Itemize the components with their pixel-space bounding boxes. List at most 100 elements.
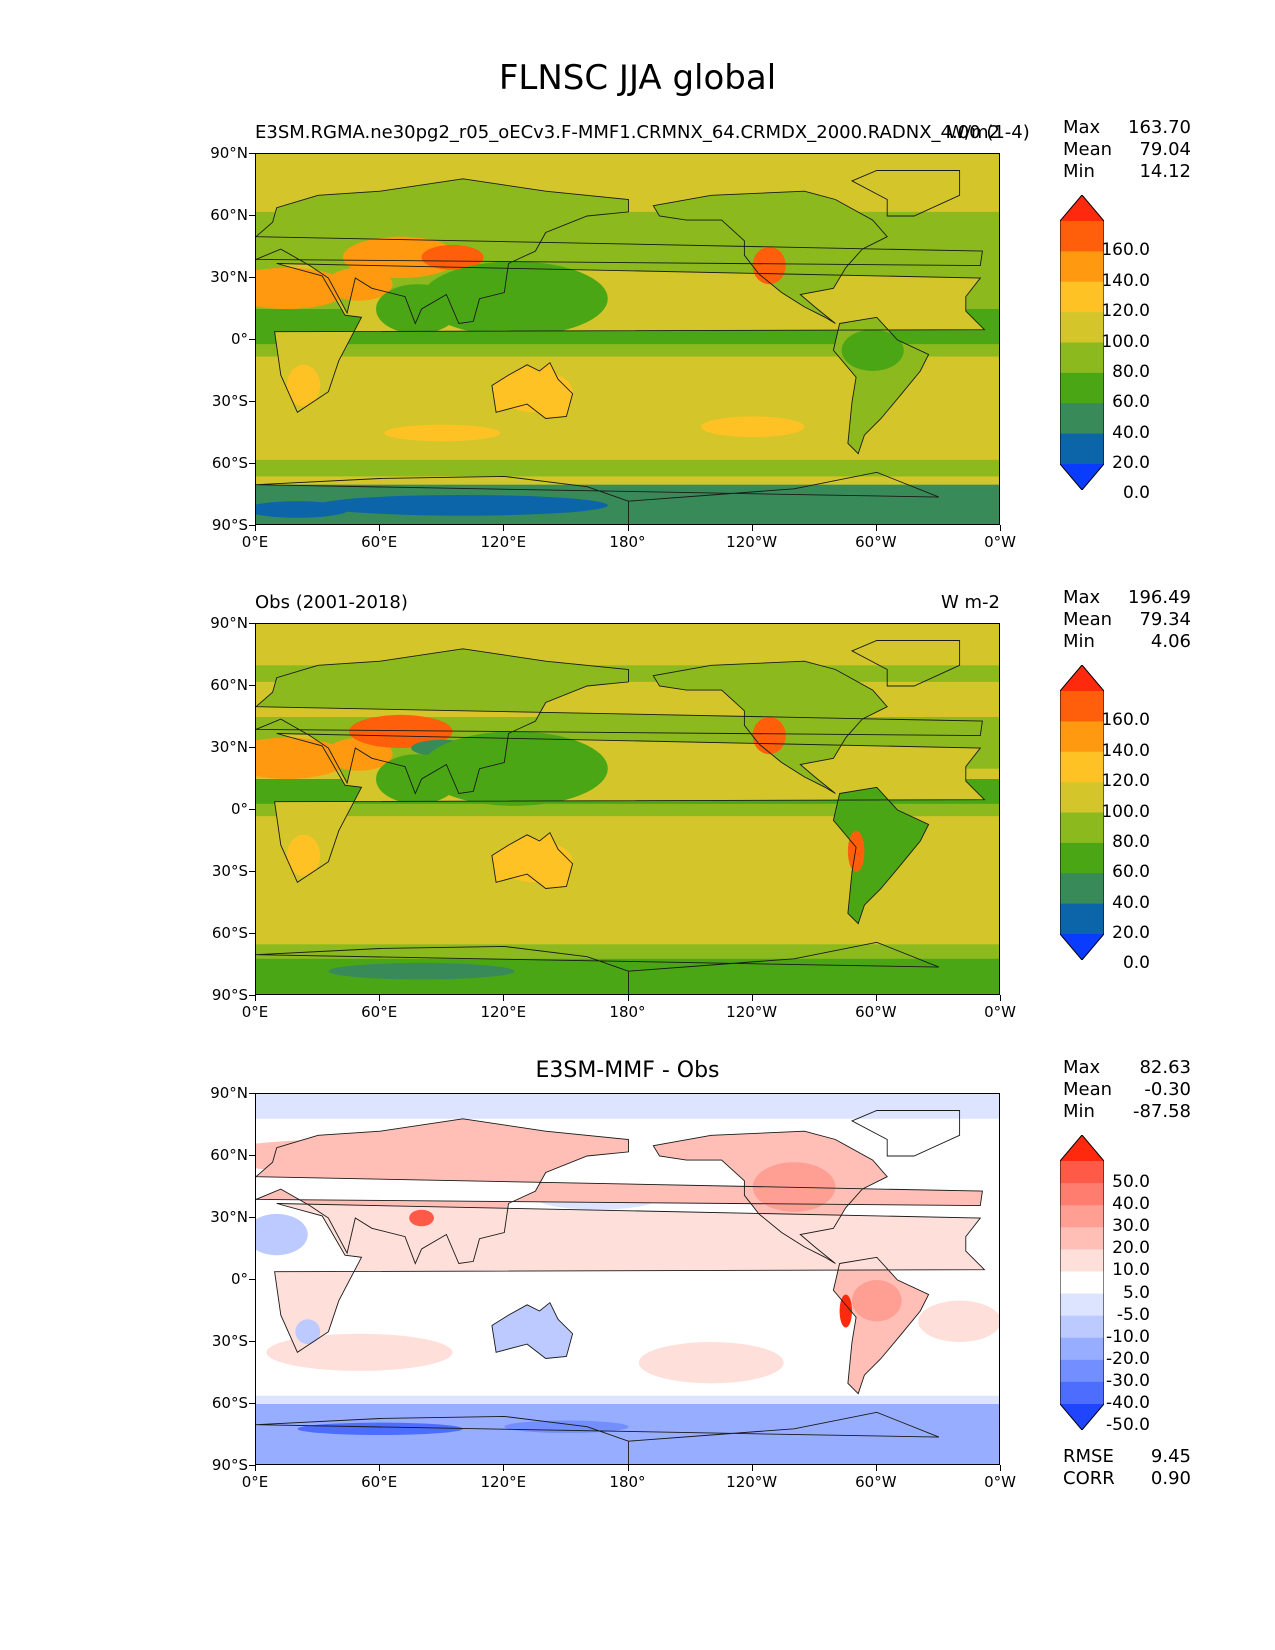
lon-tick-label: 120°W xyxy=(726,1003,778,1021)
lat-tick-mark xyxy=(249,871,255,872)
field-so-warm xyxy=(700,416,805,438)
colorbar-tick-label: 40.0 xyxy=(1112,1194,1150,1215)
colorbar-svg xyxy=(1059,194,1105,491)
stat-row: Min -87.58 xyxy=(1063,1101,1191,1123)
stat-value: 4.06 xyxy=(1150,631,1191,652)
colorbar-tick-label: 160.0 xyxy=(1101,710,1150,731)
colorbar-tick-label: 60.0 xyxy=(1112,392,1150,413)
colorbar-tick-label: 40.0 xyxy=(1112,892,1150,913)
lon-tick-label: 0°E xyxy=(241,533,269,551)
colorbar-segment xyxy=(1060,1227,1104,1250)
field-wp xyxy=(421,261,608,336)
colorbar-segment xyxy=(1060,1337,1104,1361)
lat-tick-label: 0° xyxy=(230,330,248,348)
colorbar-tick-label: -30.0 xyxy=(1106,1370,1150,1391)
lon-tick-mark xyxy=(1000,525,1001,531)
lon-tick-label: 120°W xyxy=(726,533,778,551)
stat-label: Max xyxy=(1063,117,1101,138)
colorbar-extend-top xyxy=(1060,1135,1104,1161)
lat-tick-label: 90°S xyxy=(211,516,248,534)
lon-tick-mark xyxy=(627,1465,629,1471)
colorbar-tick-label: -20.0 xyxy=(1106,1348,1150,1369)
lat-tick-label: 30°N xyxy=(210,738,248,756)
stat-value: 14.12 xyxy=(1139,161,1191,182)
lat-tick-mark xyxy=(249,277,255,278)
colorbar-segment xyxy=(1060,1249,1104,1272)
coastline-australia xyxy=(491,1301,574,1359)
colorbar-tick-label: 160.0 xyxy=(1101,240,1150,261)
coastline-samerica xyxy=(832,1256,930,1395)
lat-tick-label: 60°S xyxy=(211,454,248,472)
lon-tick-mark xyxy=(379,1465,381,1471)
lat-tick-mark xyxy=(249,401,255,402)
field-so-pos xyxy=(638,1342,784,1384)
colorbar-tick-label: 60.0 xyxy=(1112,862,1150,883)
field-centralasia xyxy=(349,714,453,748)
field-andes xyxy=(847,830,865,872)
stat-row: Mean -0.30 xyxy=(1063,1079,1191,1101)
colorbar-tick-label: 120.0 xyxy=(1101,771,1150,792)
map-diff xyxy=(255,1093,1000,1465)
colorbar-segment xyxy=(1060,782,1104,813)
field-atl-pos xyxy=(918,1300,999,1342)
stat-value: 82.63 xyxy=(1139,1057,1191,1078)
lat-tick-mark xyxy=(249,1093,255,1094)
colorbar-segment xyxy=(1060,1359,1104,1383)
land-australia xyxy=(491,1302,573,1359)
lon-tick-mark xyxy=(255,1465,256,1471)
lat-tick-mark xyxy=(249,995,255,996)
field-kalahari xyxy=(287,364,321,407)
colorbar-tick-label: -40.0 xyxy=(1106,1393,1150,1413)
lon-tick-mark xyxy=(751,1465,753,1471)
lon-tick-mark xyxy=(379,525,381,531)
colorbar-extend-top xyxy=(1060,195,1104,221)
lat-tick-label: 60°N xyxy=(210,676,248,694)
lat-tick-mark xyxy=(249,1341,255,1342)
map-model xyxy=(255,153,1000,525)
lat-tick-label: 30°N xyxy=(210,1208,248,1226)
colorbar-tick-label: 140.0 xyxy=(1101,740,1150,761)
colorbar-segment xyxy=(1060,1161,1104,1184)
colorbar-segment xyxy=(1060,372,1104,404)
lat-tick-mark xyxy=(249,1403,255,1404)
field-sahara xyxy=(256,737,350,779)
colorbar-segment xyxy=(1060,751,1104,783)
lon-tick-mark xyxy=(503,995,505,1001)
colorbar-tick-label: 0.0 xyxy=(1122,953,1150,974)
colorbar-tick-label: 20.0 xyxy=(1112,923,1150,943)
lat-tick-label: 0° xyxy=(230,1270,248,1288)
stat-value: 196.49 xyxy=(1128,587,1191,608)
colorbar-tick-label: 80.0 xyxy=(1112,831,1150,852)
stat-row: Min 14.12 xyxy=(1063,161,1191,183)
lon-tick-label: 60°E xyxy=(361,533,398,551)
stat-row: Min 4.06 xyxy=(1063,631,1191,653)
lon-tick-label: 0°W xyxy=(984,1003,1016,1021)
stat-label: Mean xyxy=(1063,139,1113,160)
lon-tick-label: 180° xyxy=(609,533,646,551)
field-wp xyxy=(421,731,608,806)
lat-tick-label: 30°S xyxy=(211,1332,248,1350)
coastline-australia xyxy=(491,361,574,419)
field-kalahari xyxy=(287,834,321,877)
colorbar-extend-top xyxy=(1060,665,1104,691)
colorbar-segment xyxy=(1060,1205,1104,1228)
stat-label: Mean xyxy=(1063,609,1113,630)
lon-tick-mark xyxy=(751,525,753,531)
colorbar-extend-bottom xyxy=(1060,934,1104,960)
field-sahara xyxy=(256,267,350,309)
panel-right-title: W/m2 xyxy=(947,122,1000,143)
stat-row: Mean 79.34 xyxy=(1063,609,1191,631)
lat-tick-mark xyxy=(249,1217,255,1218)
colorbar-svg xyxy=(1059,1134,1105,1431)
field-band-eq xyxy=(256,803,999,817)
coastline-samerica xyxy=(832,316,930,455)
stat-row: RMSE 9.45 xyxy=(1063,1446,1191,1468)
colorbar-tick-label: 120.0 xyxy=(1101,301,1150,322)
coastline-africa xyxy=(274,1203,986,1353)
field-nordic xyxy=(256,172,319,198)
stat-label: CORR xyxy=(1063,1468,1115,1489)
colorbar-obs: 160.0 140.0 120.0 100.0 80.0 60.0 40.0 20.0 0.0 xyxy=(1059,664,1150,973)
colorbar-segment xyxy=(1060,812,1104,844)
field-india xyxy=(376,284,459,334)
lon-tick-mark xyxy=(255,995,256,1001)
